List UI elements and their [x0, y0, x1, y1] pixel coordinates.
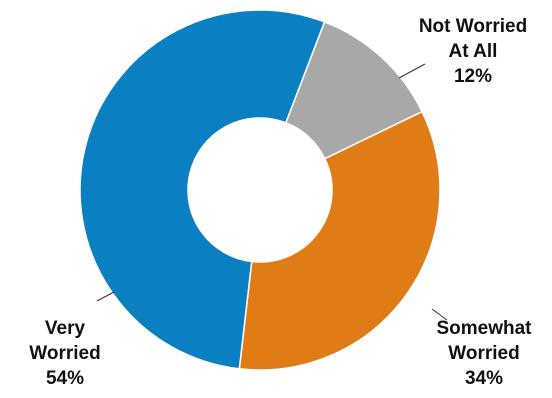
slice-label-not-worried-at-all: Not Worried At All 12% [419, 16, 527, 87]
slice-name-line: Worried [29, 343, 100, 364]
slice-very-worried [79, 9, 326, 370]
slice-somewhat-worried [238, 110, 441, 371]
leader-line-not-worried-at-all [398, 63, 426, 79]
slice-name-line: At All [449, 41, 498, 62]
slice-value-label: 12% [454, 66, 492, 87]
slice-name-line: Worried [448, 343, 519, 364]
leader-line-very-worried [96, 291, 115, 302]
slices-layer [79, 9, 441, 371]
leader-lines-layer [96, 63, 448, 321]
slice-value-label: 54% [46, 368, 84, 389]
slice-value-label: 34% [465, 368, 503, 389]
leader-line-somewhat-worried [431, 308, 448, 321]
slice-not-worried-at-all [284, 20, 424, 160]
slice-name-line: Somewhat [436, 318, 532, 339]
labels-layer: Not Worried At All 12% Somewhat Worried 34% Ve… [29, 16, 532, 389]
slice-name-line: Very [45, 318, 86, 339]
slice-label-somewhat-worried: Somewhat Worried 34% [436, 318, 532, 389]
slice-label-very-worried: Very Worried 54% [29, 318, 100, 389]
slice-name-line: Not Worried [419, 16, 527, 37]
